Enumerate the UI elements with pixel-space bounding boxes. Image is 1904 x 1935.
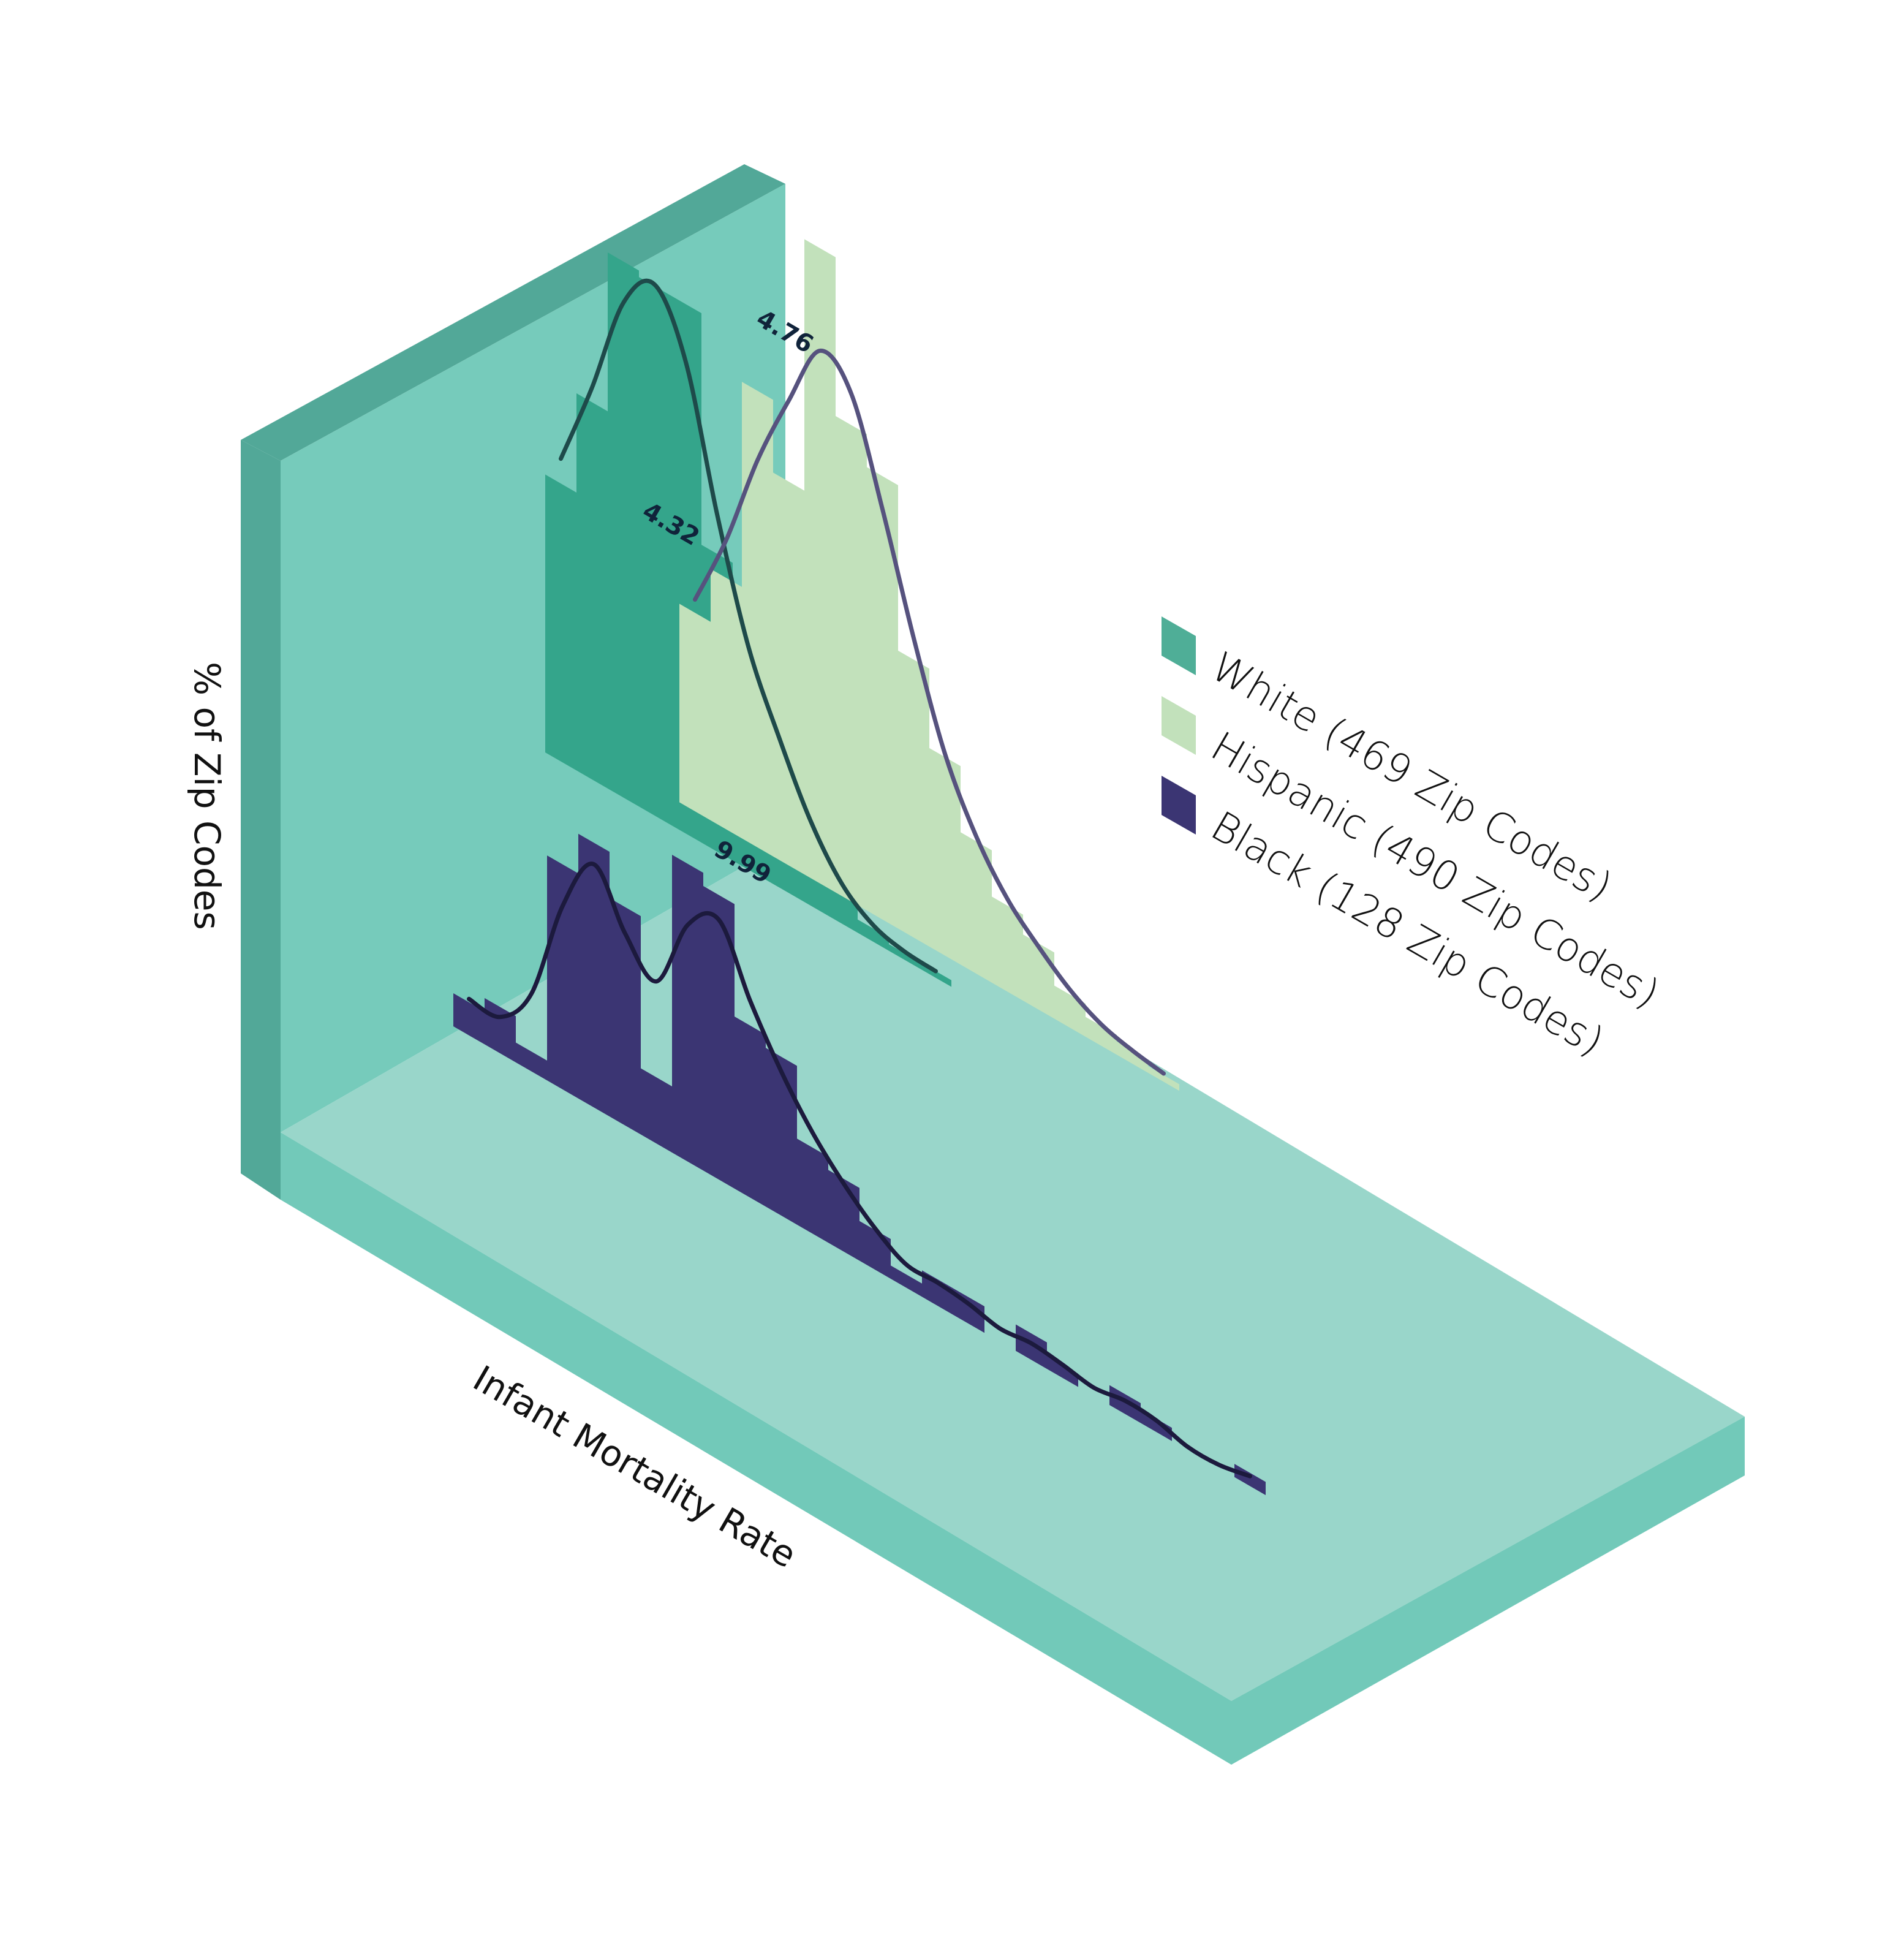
density-curves [467,278,1252,1479]
bar-hispanic [867,467,898,929]
bar-white [608,252,639,807]
bar-hispanic [898,650,929,947]
bar-white [545,474,576,771]
bar-black [516,1042,547,1081]
bar-hispanic [773,472,804,875]
bar-black [547,855,578,1099]
legend-swatch-black [1162,776,1196,835]
bar-white [858,919,889,951]
bar-black [1047,1355,1078,1387]
bar-white [639,277,670,825]
legend: White (469 Zip Codes) Hispanic (490 Zip … [1162,616,1668,1066]
bar-hispanic [961,832,992,983]
floor-top [281,843,1745,1701]
bar-black [672,854,703,1171]
bar-white [826,881,858,933]
bar-black [453,993,485,1045]
curve-white [559,278,938,974]
bar-black [797,1138,828,1243]
wall-top-edge [241,164,785,461]
bar-black [610,898,641,1135]
bar-black [735,1017,766,1207]
bar-hispanic [1054,985,1086,1037]
bar-hispanic [992,896,1023,1001]
bar-black [578,833,610,1117]
bar-black [703,886,735,1189]
bar-hispanic [679,604,711,820]
y-axis-label: % of Zip Codes [186,662,228,930]
bar-white [576,393,608,789]
bar-hispanic [742,382,773,857]
bar-hispanic [1117,1041,1148,1073]
bar-black [891,1265,922,1297]
bar-black [1141,1409,1172,1441]
legend-swatch-white [1162,616,1196,675]
bars-hispanic [679,239,1179,1091]
bar-hispanic [836,415,867,911]
bar-hispanic [1086,1017,1117,1055]
floor-front-edge [281,1132,1231,1765]
bar-hispanic [929,748,961,965]
bar-hispanic [804,239,836,893]
bar-black [922,1270,953,1315]
bar-black [1016,1324,1047,1369]
bar-hispanic [711,569,742,839]
bar-black [1109,1385,1141,1423]
legend-swatch-hispanic [1162,696,1196,755]
floor [281,843,1745,1765]
bar-white [889,944,920,969]
floor-right-edge [1231,1417,1745,1765]
curve-black [467,861,1252,1479]
curve-hispanic [693,348,1166,1076]
wall-side-edge [241,440,281,1200]
bar-black [641,1068,672,1153]
bar-hispanic [1148,1066,1179,1091]
